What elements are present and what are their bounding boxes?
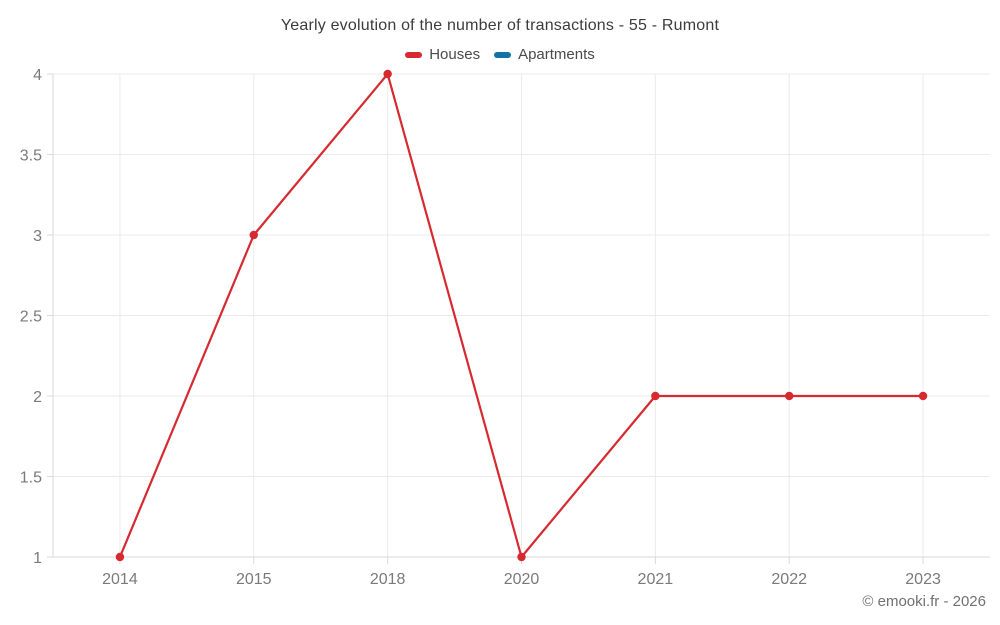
x-axis-tick-label: 2020 — [504, 571, 540, 588]
y-axis-tick-label: 3.5 — [20, 148, 42, 165]
copyright-footer: © emooki.fr - 2026 — [862, 593, 986, 610]
x-axis-tick-label: 2014 — [102, 571, 138, 588]
data-point[interactable] — [383, 69, 392, 79]
data-point[interactable] — [651, 391, 660, 401]
x-axis-tick-label: 2023 — [905, 571, 941, 588]
y-axis-tick-label: 4 — [33, 67, 42, 84]
y-axis-tick-label: 1 — [33, 550, 42, 567]
y-axis-tick-label: 1.5 — [20, 470, 42, 487]
x-axis-tick-label: 2018 — [370, 571, 406, 588]
legend-label: Houses — [429, 46, 481, 63]
legend-item-houses[interactable]: Houses — [405, 46, 480, 63]
data-point[interactable] — [115, 552, 125, 562]
x-axis-tick-label: 2022 — [771, 571, 807, 588]
legend: Houses Apartments — [0, 46, 1000, 63]
legend-swatch-houses — [405, 51, 423, 58]
y-axis-tick-label: 2.5 — [20, 309, 42, 326]
chart-title: Yearly evolution of the number of transa… — [280, 17, 720, 34]
data-point[interactable] — [785, 391, 794, 401]
data-point[interactable] — [249, 230, 258, 240]
x-axis-tick-label: 2021 — [638, 571, 674, 588]
legend-swatch-apartments — [494, 51, 512, 58]
data-point[interactable] — [517, 552, 526, 562]
y-axis-tick-label: 3 — [33, 228, 42, 245]
data-point[interactable] — [918, 391, 928, 401]
y-axis-tick-label: 2 — [33, 389, 42, 406]
x-axis-tick-label: 2015 — [236, 571, 272, 588]
legend-item-apartments[interactable]: Apartments — [494, 46, 595, 63]
legend-label: Apartments — [518, 46, 595, 63]
